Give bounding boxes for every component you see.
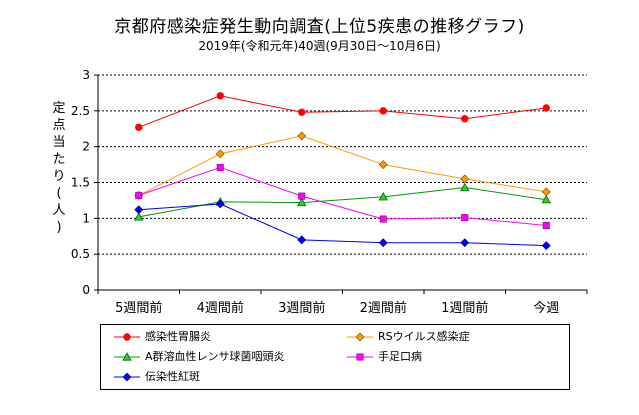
x-tick-label: 5週間前 (115, 300, 162, 316)
series-line (138, 203, 547, 247)
data-point (134, 205, 144, 215)
legend-label: 伝染性紅斑 (145, 370, 200, 383)
x-tick-label: 4週間前 (197, 300, 244, 316)
y-tick-label: 1.5 (71, 176, 90, 190)
data-point (378, 160, 388, 170)
data-point (297, 131, 307, 141)
series-line (138, 187, 547, 218)
data-point (541, 241, 551, 250)
y-axis-label-char: 人 (52, 203, 66, 218)
legend-label: A群溶血性レンサ球菌咽頭炎 (145, 350, 285, 363)
chart-title: 京都府感染症発生動向調査(上位5疾患の推移グラフ) (114, 17, 525, 37)
data-point (541, 187, 551, 197)
data-point (122, 352, 132, 361)
data-point (297, 197, 307, 207)
y-tick-label: 0.5 (71, 247, 90, 261)
legend-item: 手足口病 (346, 349, 422, 365)
legend-symbol (114, 352, 140, 361)
x-tick-label: 1週間前 (441, 300, 488, 316)
y-axis-label: 定 点 当 た り ( 人 ) (50, 100, 68, 236)
legend-item: 感染性胃腸炎 (113, 329, 211, 345)
series-line (138, 135, 547, 196)
x-tick-label: 3週間前 (278, 300, 325, 316)
data-point (355, 332, 365, 342)
legend-symbol (347, 332, 373, 342)
legend-item: A群溶血性レンサ球菌咽頭炎 (113, 349, 285, 365)
x-tick-label: 2週間前 (360, 300, 407, 316)
data-point (379, 215, 387, 223)
data-point (461, 115, 469, 123)
y-tick-label: 2.5 (71, 104, 90, 118)
y-axis-label-char: 点 (52, 118, 66, 133)
data-point (541, 194, 551, 204)
data-point (378, 238, 388, 248)
series-line (138, 95, 547, 128)
legend-symbol (347, 353, 373, 361)
data-point (298, 108, 306, 116)
y-axis-label-char: た (52, 152, 66, 167)
data-point (298, 192, 306, 200)
data-point (542, 222, 550, 230)
data-point (216, 163, 224, 171)
data-point (460, 174, 470, 184)
y-tick-label: 1 (82, 211, 90, 225)
legend-label: 感染性胃腸炎 (145, 330, 211, 343)
data-point (542, 104, 550, 112)
data-point (135, 123, 143, 132)
x-tick-label: 今週 (533, 300, 559, 316)
y-axis-label-char: 当 (52, 135, 66, 150)
data-point (356, 353, 364, 361)
y-tick-label: 0 (82, 283, 90, 297)
data-point (122, 372, 132, 382)
y-axis-label-char: ( (56, 186, 62, 201)
data-point (460, 238, 470, 248)
legend-symbol (114, 372, 140, 382)
y-tick-label: 3 (82, 68, 90, 82)
data-point (378, 192, 388, 201)
data-point (135, 191, 143, 199)
y-tick-label: 2 (82, 140, 90, 154)
series-line (138, 166, 547, 226)
data-point (460, 182, 470, 192)
data-point (215, 149, 225, 159)
data-point (134, 212, 144, 221)
legend-label: 手足口病 (378, 350, 422, 363)
y-axis-label-char: り (52, 169, 66, 184)
legend-label: RSウイルス感染症 (378, 330, 470, 343)
legend-item: 伝染性紅斑 (113, 369, 200, 385)
chart-subtitle: 2019年(令和元年)40週(9月30日〜10月6日) (198, 39, 441, 53)
legend: 感染性胃腸炎 RSウイルス感染症 A群溶血性レンサ球菌咽頭炎 手足口病 伝染性紅… (100, 324, 570, 390)
legend-item: RSウイルス感染症 (346, 329, 470, 345)
y-axis-label-char: ) (56, 220, 62, 235)
y-axis-label-char: 定 (52, 101, 66, 116)
data-point (297, 235, 307, 245)
data-point (215, 199, 225, 209)
legend-symbol (114, 333, 140, 341)
data-point (379, 107, 387, 115)
data-point (461, 214, 469, 222)
data-point (216, 92, 224, 100)
data-point (123, 333, 131, 341)
